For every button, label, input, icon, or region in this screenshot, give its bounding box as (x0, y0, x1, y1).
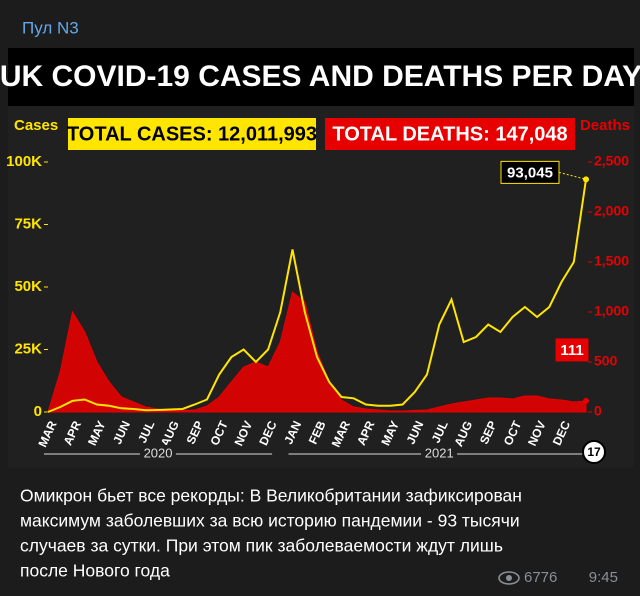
value-label: 93,045 (507, 164, 553, 181)
plot: 025K50K75K100K05001,0001,5002,0002,500MA… (6, 153, 629, 465)
total-deaths-box (325, 118, 575, 150)
leader (558, 171, 587, 180)
message: Омикрон бьет все рекорды: В Великобритан… (20, 486, 522, 581)
channel-name[interactable]: Пул N3 (22, 18, 79, 37)
y2-tick-label: 1,500 (594, 253, 629, 269)
y2-tick-label: 0 (594, 403, 602, 419)
time: 9:45 (589, 569, 618, 586)
y-tick-label: 100K (6, 153, 42, 170)
y-tick-label: 25K (14, 340, 42, 357)
point (583, 397, 589, 404)
y2-axis-title: Deaths (580, 117, 630, 134)
y2-tick-label: 2,500 (594, 153, 629, 169)
y2-tick-label: 2,000 (594, 203, 629, 219)
views: 6776 (524, 569, 557, 586)
total-deaths: TOTAL DEATHS: 147,048 (332, 123, 567, 145)
title-band (8, 48, 634, 106)
y-tick-label: 0 (34, 403, 42, 420)
message-line: после Нового года (20, 561, 170, 581)
total-cases-box (68, 118, 316, 150)
message-line: максимум заболевших за всю историю панде… (20, 511, 520, 531)
y2-tick-label: 1,000 (594, 303, 629, 319)
year-label: 2020 (144, 445, 173, 460)
eye-icon (498, 571, 520, 585)
y-tick-label: 75K (14, 215, 42, 232)
value-label-box (555, 338, 589, 362)
badge: 17 (587, 445, 601, 459)
message-line: случаев за сутки. При этом пик заболевае… (20, 536, 503, 556)
value-label: 111 (560, 342, 583, 359)
badge-circle (582, 440, 606, 464)
y-axis-title: Cases (14, 117, 58, 134)
year-label: 2021 (425, 445, 454, 460)
total-cases: TOTAL CASES: 12,011,993 (67, 123, 317, 145)
point (583, 176, 589, 183)
y-tick-label: 50K (14, 278, 42, 295)
y2-tick-label: 500 (594, 353, 618, 369)
message-line: Омикрон бьет все рекорды: В Великобритан… (20, 486, 522, 506)
chart-title: UK COVID-19 CASES AND DEATHS PER DAY (0, 60, 640, 93)
cases-line (47, 179, 587, 413)
